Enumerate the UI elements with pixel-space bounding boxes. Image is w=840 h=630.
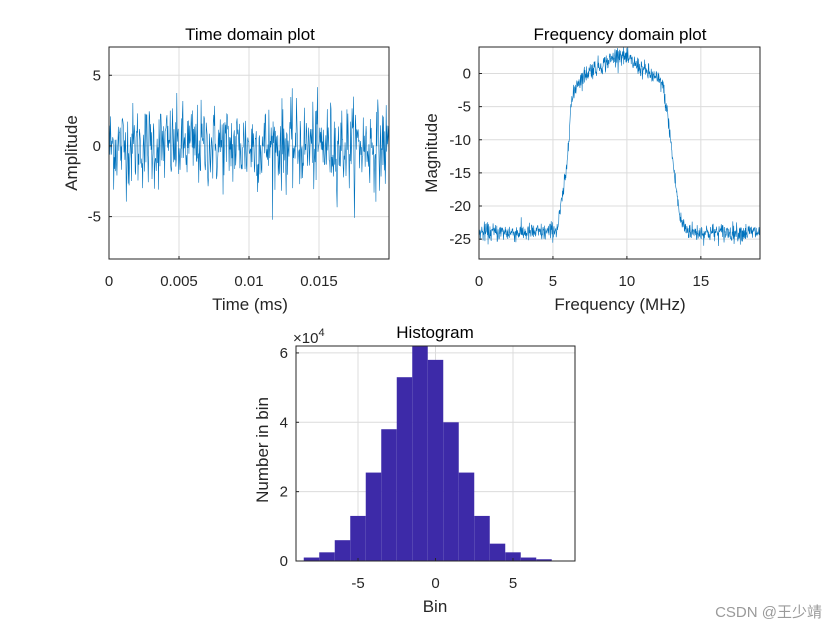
y-tick-label: 0 (280, 553, 288, 570)
y-tick-label: -5 (88, 209, 101, 226)
time-series-line (108, 87, 390, 220)
spectrum-path (478, 46, 761, 247)
x-tick-label: -5 (351, 575, 364, 592)
histogram-bar (458, 472, 475, 561)
hist-tick-labels: -5 0 5 0 2 4 6 (280, 345, 518, 592)
y-tick-label: -10 (449, 132, 471, 149)
histogram-bar (536, 559, 552, 561)
x-tick-label: 5 (509, 575, 517, 592)
axes-box (295, 345, 576, 562)
freq-plot-title: Frequency domain plot (534, 25, 707, 44)
y-tick-label: 6 (280, 345, 288, 362)
hist-bars (303, 346, 552, 561)
y-tick-label: -15 (449, 165, 471, 182)
axes-box (108, 46, 390, 260)
freq-series-line (478, 46, 761, 247)
y-tick-label: 0 (93, 138, 101, 155)
histogram-bar (427, 359, 444, 561)
x-tick-label: 0 (475, 273, 483, 290)
histogram-bar (396, 377, 413, 561)
histogram-bar (520, 557, 537, 561)
time-tick-labels: 0 0.005 0.01 0.015 -5 0 5 (88, 67, 338, 290)
histogram-bar (319, 552, 335, 561)
x-tick-label: 15 (692, 273, 709, 290)
hist-y-multiplier: ×104 (293, 327, 325, 347)
freq-ylabel: Magnitude (422, 113, 441, 192)
hist-ylabel: Number in bin (253, 397, 272, 503)
x-tick-label: 10 (619, 273, 636, 290)
histogram-bar (381, 429, 397, 561)
time-ylabel: Amplitude (62, 115, 81, 191)
histogram-bar (303, 557, 320, 561)
histogram-bar (474, 515, 490, 561)
freq-tick-labels: 0 5 10 15 0 -5 -10 -15 -20 -25 (449, 66, 709, 291)
x-tick-label: 0 (431, 575, 439, 592)
time-xlabel: Time (ms) (212, 295, 288, 314)
y-tick-label: 2 (280, 484, 288, 501)
histogram-bar (443, 422, 459, 561)
watermark: CSDN @王少靖 (715, 604, 822, 621)
x-tick-label: 0.015 (300, 273, 338, 290)
freq-xlabel: Frequency (MHz) (554, 295, 685, 314)
y-tick-label: 0 (463, 66, 471, 83)
x-tick-label: 0 (105, 273, 113, 290)
histogram-bar (412, 346, 428, 561)
y-tick-label: 5 (93, 67, 101, 84)
histogram-bar (489, 543, 506, 561)
axes-box (478, 46, 761, 260)
time-grid (108, 47, 389, 259)
histogram-bar (365, 472, 382, 561)
y-tick-label: -5 (458, 99, 471, 116)
freq-axes-frame (478, 46, 761, 260)
time-signal-path (108, 87, 390, 220)
y-tick-label: -25 (449, 231, 471, 248)
histogram-bar (334, 540, 351, 561)
histogram-bar (505, 552, 521, 561)
hist-axes-frame (295, 345, 576, 562)
x-tick-label: 5 (549, 273, 557, 290)
histogram-title: Histogram (396, 323, 473, 342)
x-tick-label: 0.01 (234, 273, 263, 290)
histogram-bar (350, 515, 366, 561)
frequency-domain-axes: 0 5 10 15 0 -5 -10 -15 -20 -25 Frequency domain p… (422, 25, 761, 314)
time-plot-title: Time domain plot (185, 25, 315, 44)
histogram-axes: -5 0 5 0 2 4 6 Histogram Bin Number in bin ×10… (253, 323, 576, 616)
y-tick-label: -20 (449, 198, 471, 215)
time-domain-axes: 0 0.005 0.01 0.015 -5 0 5 Time domain plot Tim… (62, 25, 390, 314)
time-axes-frame (108, 46, 390, 260)
hist-xlabel: Bin (423, 597, 448, 616)
y-tick-label: 4 (280, 414, 288, 431)
x-tick-label: 0.005 (160, 273, 198, 290)
